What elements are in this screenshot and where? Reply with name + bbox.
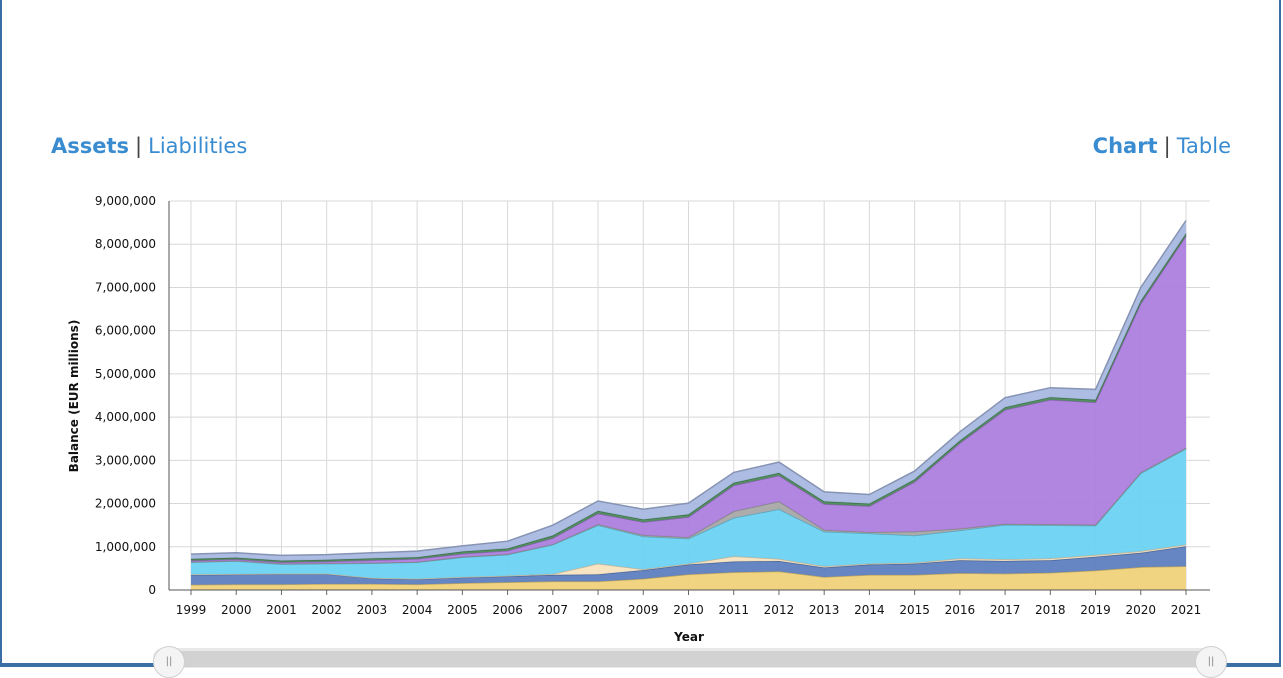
x-tick-label: 2009 bbox=[628, 603, 659, 617]
series-area-2 bbox=[191, 546, 1186, 585]
x-axis-title: Year bbox=[673, 630, 704, 644]
y-tick-label: 6,000,000 bbox=[95, 324, 156, 338]
assets-link[interactable]: Assets bbox=[51, 134, 130, 158]
x-tick-label: 2011 bbox=[718, 603, 749, 617]
x-tick-label: 2010 bbox=[673, 603, 704, 617]
y-tick-label: 7,000,000 bbox=[95, 280, 156, 294]
x-tick-label: 2016 bbox=[945, 603, 976, 617]
x-tick-label: 2020 bbox=[1125, 603, 1156, 617]
y-tick-label: 1,000,000 bbox=[95, 540, 156, 554]
range-handle-right[interactable]: || bbox=[1195, 646, 1227, 678]
x-tick-label: 2001 bbox=[266, 603, 297, 617]
view-separator: | bbox=[1163, 134, 1171, 158]
x-tick-label: 2015 bbox=[899, 603, 930, 617]
series-area-6 bbox=[191, 236, 1186, 564]
x-tick-label: 2000 bbox=[221, 603, 252, 617]
chart-areas bbox=[190, 220, 1187, 590]
y-tick-label: 2,000,000 bbox=[95, 497, 156, 511]
x-tick-labels: 1999 2000 2001 2002 2003 2004 2005 2006 2007 2008… bbox=[176, 603, 1202, 617]
x-tick-label: 2004 bbox=[402, 603, 433, 617]
range-handle-left[interactable]: || bbox=[153, 646, 185, 678]
series-line-8 bbox=[190, 220, 1187, 557]
nav-separator: | bbox=[135, 134, 143, 158]
y-tick-label: 3,000,000 bbox=[95, 453, 156, 467]
range-scrollbar-thumb[interactable] bbox=[168, 651, 1210, 667]
y-tick-label: 9,000,000 bbox=[95, 194, 156, 208]
x-tick-label: 2012 bbox=[764, 603, 795, 617]
chart-axes bbox=[168, 201, 1210, 595]
x-tick-label: 2013 bbox=[809, 603, 840, 617]
x-tick-label: 2003 bbox=[357, 603, 388, 617]
y-axis-title: Balance (EUR millions) bbox=[67, 320, 81, 473]
x-tick-label: 2007 bbox=[538, 603, 569, 617]
x-tick-label: 2021 bbox=[1171, 603, 1202, 617]
x-tick-label: 2014 bbox=[854, 603, 885, 617]
y-tick-labels: 0 1,000,000 2,000,000 3,000,000 4,000,000 5,0… bbox=[95, 194, 156, 597]
x-tick-label: 2019 bbox=[1080, 603, 1111, 617]
x-tick-label: 2018 bbox=[1035, 603, 1066, 617]
x-tick-label: 1999 bbox=[176, 603, 207, 617]
table-link[interactable]: Table bbox=[1176, 134, 1231, 158]
y-tick-label: 0 bbox=[148, 583, 156, 597]
x-tick-label: 2008 bbox=[583, 603, 614, 617]
x-tick-label: 2002 bbox=[311, 603, 342, 617]
view-switch: Chart | Table bbox=[1093, 134, 1231, 158]
y-tick-label: 4,000,000 bbox=[95, 410, 156, 424]
stacked-area-chart: 0 1,000,000 2,000,000 3,000,000 4,000,000 5,0… bbox=[67, 194, 1210, 644]
x-tick-label: 2006 bbox=[492, 603, 523, 617]
y-tick-label: 5,000,000 bbox=[95, 367, 156, 381]
chart-link[interactable]: Chart bbox=[1092, 134, 1158, 158]
liabilities-link[interactable]: Liabilities bbox=[148, 134, 248, 158]
x-tick-label: 2005 bbox=[447, 603, 478, 617]
x-tick-label: 2017 bbox=[990, 603, 1021, 617]
y-tick-label: 8,000,000 bbox=[95, 237, 156, 251]
series-area-4 bbox=[191, 448, 1186, 579]
data-type-switch: Assets | Liabilities bbox=[51, 134, 247, 158]
